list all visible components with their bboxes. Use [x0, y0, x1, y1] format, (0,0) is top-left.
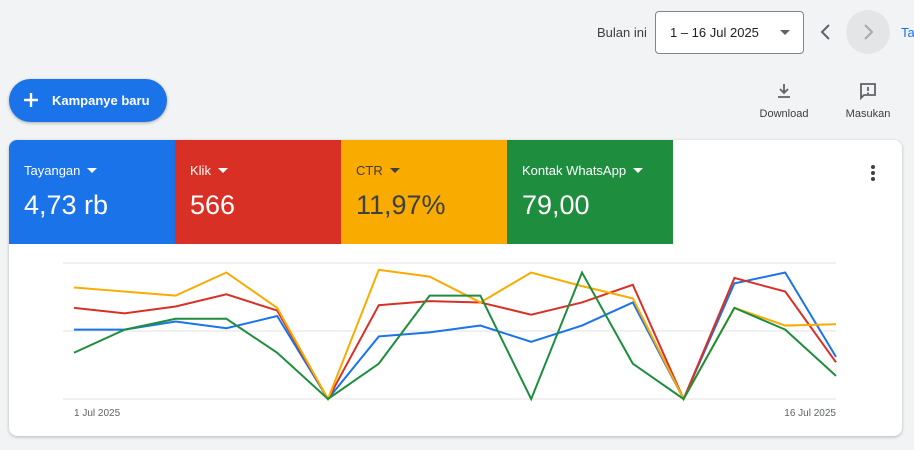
button-label: Kampanye baru	[52, 93, 150, 108]
plus-icon	[24, 93, 38, 107]
download-action[interactable]: Download	[752, 82, 816, 120]
date-dropdown[interactable]: 1 – 16 Jul 2025	[655, 11, 804, 54]
performance-card: 1 Jul 2025 16 Jul 2025 Tayangan 4,73 rb Kli…	[9, 140, 902, 436]
scorecard[interactable]: CTR 11,97%	[341, 140, 507, 244]
scorecard[interactable]: Klik 566	[175, 140, 341, 244]
scorecard[interactable]: Tayangan 4,73 rb	[9, 140, 175, 244]
series-line	[73, 276, 837, 402]
cut-link[interactable]: Ta	[901, 25, 914, 40]
scorecard-value: 79,00	[522, 190, 590, 220]
period-label: Bulan ini	[597, 25, 647, 40]
chart: 1 Jul 2025 16 Jul 2025	[63, 262, 837, 419]
more-menu[interactable]	[867, 164, 879, 182]
feedback-action[interactable]: Masukan	[836, 82, 900, 120]
scorecard-value: 566	[190, 190, 236, 220]
download-icon	[778, 84, 790, 98]
next-button[interactable]	[846, 10, 890, 54]
action-label: Masukan	[845, 108, 891, 120]
scorecard-value: 11,97%	[356, 190, 446, 220]
new-campaign-button[interactable]: Kampanye baru	[9, 79, 167, 122]
scorecard-label: CTR	[356, 163, 400, 178]
scorecard[interactable]: Kontak WhatsApp 79,00	[507, 140, 673, 244]
scorecard-value: 4,73 rb	[24, 190, 109, 220]
x-tick-label: 16 Jul 2025	[784, 408, 836, 419]
series-line	[74, 271, 837, 402]
scorecard-label: Kontak WhatsApp	[522, 163, 643, 178]
prev-button[interactable]	[816, 22, 836, 42]
x-tick-label: 1 Jul 2025	[74, 408, 121, 419]
series-line	[73, 270, 837, 402]
scorecard-label: Tayangan	[24, 163, 97, 178]
dropdown-arrow	[780, 30, 790, 40]
date-range: 1 – 16 Jul 2025	[670, 25, 759, 40]
series-line	[73, 268, 837, 402]
scorecard-label: Klik	[190, 163, 228, 178]
next-icon	[864, 24, 874, 40]
feedback-icon	[860, 83, 876, 101]
action-label: Download	[759, 108, 809, 120]
